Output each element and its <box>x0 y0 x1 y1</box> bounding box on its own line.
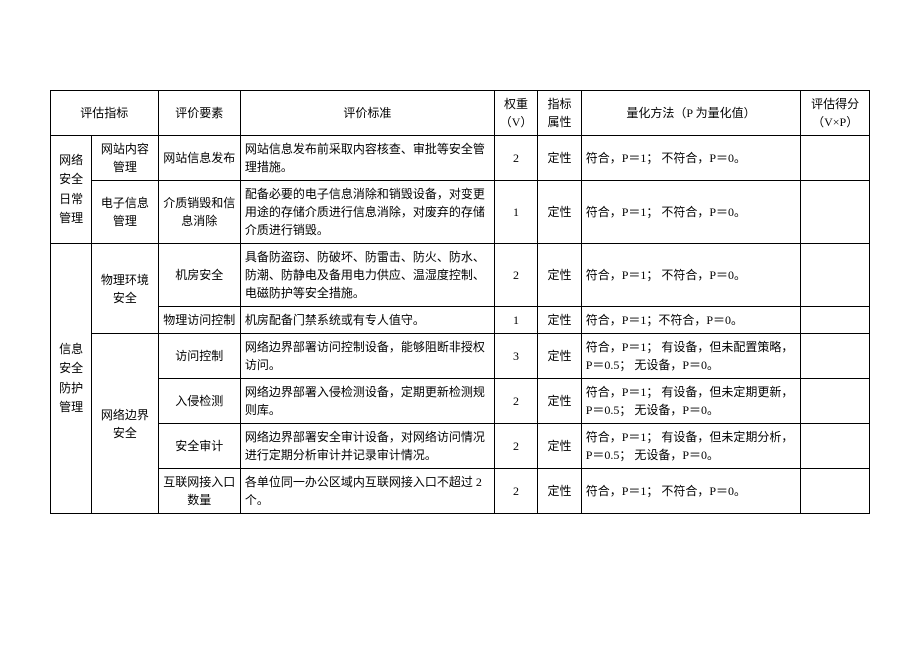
cell-score <box>801 334 870 379</box>
cell-score <box>801 181 870 244</box>
cell-elem: 互联网接入口数量 <box>158 469 240 514</box>
cell-elem: 物理访问控制 <box>158 307 240 334</box>
cell-std: 网络边界部署安全审计设备，对网络访问情况进行定期分析审计并记录审计情况。 <box>240 424 494 469</box>
cell-quant: 符合，P＝1； 有设备，但未定期更新，P＝0.5； 无设备，P＝0。 <box>581 379 801 424</box>
cell-quant: 符合，P＝1； 不符合，P＝0。 <box>581 469 801 514</box>
cell-attr: 定性 <box>538 469 581 514</box>
cell-attr: 定性 <box>538 424 581 469</box>
col-quantification: 量化方法（P 为量化值） <box>581 91 801 136</box>
sub-title-einfo-mgmt: 电子信息管理 <box>92 181 158 244</box>
col-weight: 权重（V） <box>494 91 537 136</box>
cell-elem: 访问控制 <box>158 334 240 379</box>
table-header-row: 评估指标 评价要素 评价标准 权重（V） 指标属性 量化方法（P 为量化值） 评… <box>51 91 870 136</box>
cell-attr: 定性 <box>538 181 581 244</box>
cell-weight: 2 <box>494 136 537 181</box>
cell-quant: 符合，P＝1；不符合，P＝0。 <box>581 307 801 334</box>
cell-weight: 2 <box>494 469 537 514</box>
cell-weight: 1 <box>494 181 537 244</box>
cell-attr: 定性 <box>538 244 581 307</box>
cell-weight: 2 <box>494 244 537 307</box>
cell-std: 机房配备门禁系统或有专人值守。 <box>240 307 494 334</box>
col-score: 评估得分（V×P） <box>801 91 870 136</box>
col-standard: 评价标准 <box>240 91 494 136</box>
cell-weight: 1 <box>494 307 537 334</box>
group-title-info-protection: 信息安全防护管理 <box>51 244 92 514</box>
cell-score <box>801 379 870 424</box>
cell-std: 具备防盗窃、防破坏、防雷击、防火、防水、防潮、防静电及备用电力供应、温湿度控制、… <box>240 244 494 307</box>
cell-elem: 安全审计 <box>158 424 240 469</box>
cell-quant: 符合，P＝1； 有设备，但未配置策略，P＝0.5； 无设备，P＝0。 <box>581 334 801 379</box>
cell-attr: 定性 <box>538 379 581 424</box>
cell-attr: 定性 <box>538 334 581 379</box>
col-element: 评价要素 <box>158 91 240 136</box>
table-row: 网络安全日常管理 网站内容管理 网站信息发布 网站信息发布前采取内容核查、审批等… <box>51 136 870 181</box>
table-row: 网络边界安全 访问控制 网络边界部署访问控制设备，能够阻断非授权访问。 3 定性… <box>51 334 870 379</box>
cell-quant: 符合，P＝1； 有设备，但未定期分析，P＝0.5； 无设备，P＝0。 <box>581 424 801 469</box>
assessment-table: 评估指标 评价要素 评价标准 权重（V） 指标属性 量化方法（P 为量化值） 评… <box>50 90 870 514</box>
cell-attr: 定性 <box>538 307 581 334</box>
cell-elem: 机房安全 <box>158 244 240 307</box>
cell-weight: 2 <box>494 379 537 424</box>
table-row: 信息安全防护管理 物理环境安全 机房安全 具备防盗窃、防破坏、防雷击、防火、防水… <box>51 244 870 307</box>
cell-score <box>801 136 870 181</box>
cell-std: 各单位同一办公区域内互联网接入口不超过 2 个。 <box>240 469 494 514</box>
col-indicator: 评估指标 <box>51 91 159 136</box>
table-row: 互联网接入口数量 各单位同一办公区域内互联网接入口不超过 2 个。 2 定性 符… <box>51 469 870 514</box>
cell-score <box>801 244 870 307</box>
cell-elem: 介质销毁和信息消除 <box>158 181 240 244</box>
cell-score <box>801 469 870 514</box>
cell-weight: 2 <box>494 424 537 469</box>
table-row: 入侵检测 网络边界部署入侵检测设备，定期更新检测规则库。 2 定性 符合，P＝1… <box>51 379 870 424</box>
sub-title-physical-env: 物理环境安全 <box>92 244 158 334</box>
cell-weight: 3 <box>494 334 537 379</box>
table-row: 安全审计 网络边界部署安全审计设备，对网络访问情况进行定期分析审计并记录审计情况… <box>51 424 870 469</box>
cell-quant: 符合，P＝1； 不符合，P＝0。 <box>581 244 801 307</box>
cell-std: 网站信息发布前采取内容核查、审批等安全管理措施。 <box>240 136 494 181</box>
cell-std: 网络边界部署访问控制设备，能够阻断非授权访问。 <box>240 334 494 379</box>
sub-title-network-boundary: 网络边界安全 <box>92 334 158 514</box>
sub-title-website-content: 网站内容管理 <box>92 136 158 181</box>
cell-attr: 定性 <box>538 136 581 181</box>
cell-quant: 符合，P＝1； 不符合，P＝0。 <box>581 181 801 244</box>
cell-elem: 入侵检测 <box>158 379 240 424</box>
table-row: 电子信息管理 介质销毁和信息消除 配备必要的电子信息消除和销毁设备，对变更用途的… <box>51 181 870 244</box>
cell-score <box>801 307 870 334</box>
group-title-network-daily: 网络安全日常管理 <box>51 136 92 244</box>
col-attribute: 指标属性 <box>538 91 581 136</box>
table-row: 物理访问控制 机房配备门禁系统或有专人值守。 1 定性 符合，P＝1；不符合，P… <box>51 307 870 334</box>
cell-std: 网络边界部署入侵检测设备，定期更新检测规则库。 <box>240 379 494 424</box>
cell-std: 配备必要的电子信息消除和销毁设备，对变更用途的存储介质进行信息消除，对废弃的存储… <box>240 181 494 244</box>
cell-quant: 符合，P＝1； 不符合，P＝0。 <box>581 136 801 181</box>
cell-elem: 网站信息发布 <box>158 136 240 181</box>
cell-score <box>801 424 870 469</box>
